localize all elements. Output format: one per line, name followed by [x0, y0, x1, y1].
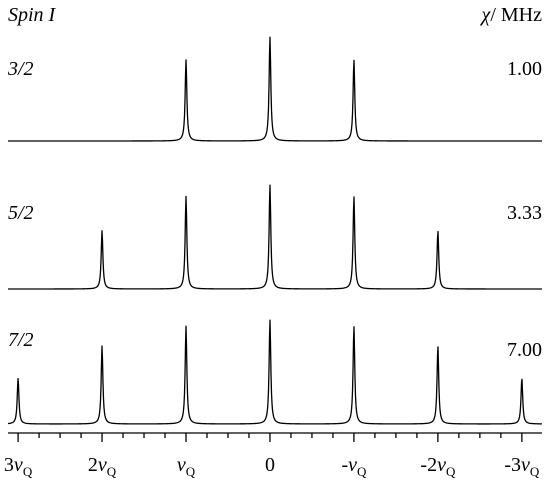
spectrum-row: 7/2 7.00	[7, 319, 543, 425]
chi-header-label: χ/ MHz	[480, 4, 543, 26]
spectrum-row: 3/2 1.00	[7, 36, 543, 142]
spin-value-label: 5/2	[8, 202, 34, 224]
spectrum-trace	[7, 184, 543, 290]
spectrum-traces: 3/2 1.00 5/2 3.33 7/2 7.00	[7, 36, 543, 425]
chart-header: Spin I χ/ MHz	[8, 4, 542, 26]
x-tick-label: -3νQ	[504, 454, 540, 479]
spin-value-label: 3/2	[7, 58, 34, 80]
chi-symbol: χ	[480, 4, 492, 26]
x-tick-label: -2νQ	[420, 454, 456, 479]
chi-unit: / MHz	[490, 4, 542, 26]
spectrum-row: 5/2 3.33	[7, 184, 543, 290]
chi-value-label: 7.00	[507, 339, 542, 361]
chi-value-label: 1.00	[507, 58, 542, 80]
spectrum-trace	[7, 319, 543, 425]
x-axis: 3νQ 2νQ νQ 0 -νQ -2νQ -3νQ	[4, 432, 542, 479]
x-tick-label: 2νQ	[88, 454, 117, 479]
x-tick-label: 0	[265, 454, 275, 476]
spectrum-trace	[7, 36, 543, 142]
chi-value-label: 3.33	[507, 202, 542, 224]
x-tick-label: 3νQ	[4, 454, 33, 479]
spin-value-label: 7/2	[8, 329, 34, 351]
x-tick-label: -νQ	[341, 454, 367, 479]
spin-header-label: Spin I	[8, 4, 57, 26]
x-tick-label: νQ	[177, 454, 196, 479]
